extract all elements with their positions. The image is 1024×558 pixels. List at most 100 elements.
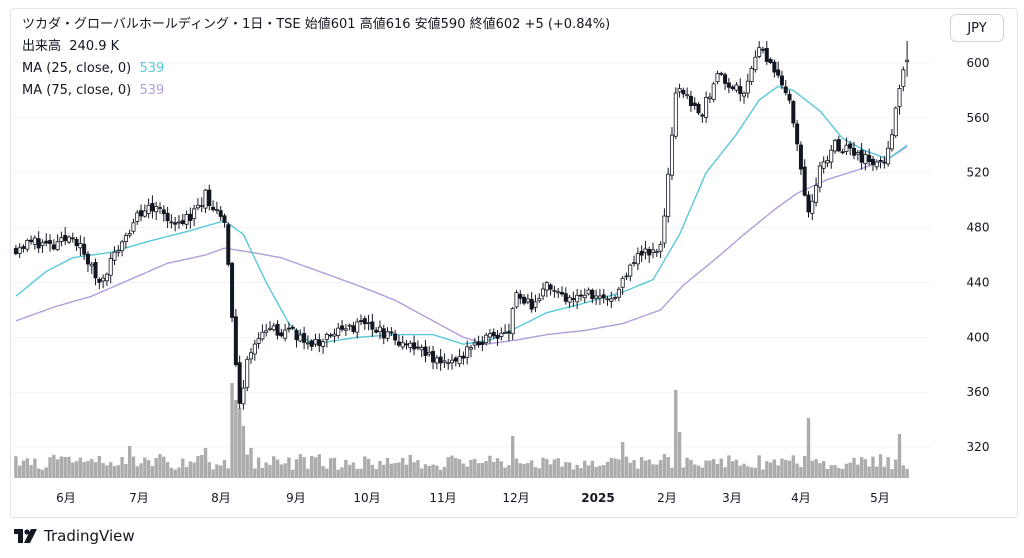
title-line: ツカダ・グローバルホールディング・1日・TSE 始値601 高値616 安値59… bbox=[22, 17, 611, 32]
x-tick-label: 3月 bbox=[722, 491, 742, 505]
candle-body bbox=[783, 86, 788, 94]
candle-body bbox=[135, 212, 140, 222]
volume-bar bbox=[14, 456, 18, 478]
volume-bar bbox=[537, 468, 541, 478]
volume-bar bbox=[291, 469, 295, 478]
volume-bar bbox=[207, 462, 212, 478]
volume-bar bbox=[393, 462, 397, 478]
volume-bar bbox=[886, 457, 890, 478]
volume-bar bbox=[514, 458, 519, 478]
candle-body bbox=[681, 89, 686, 95]
volume-bar bbox=[222, 460, 227, 478]
candle-body bbox=[279, 332, 284, 337]
volume-bar bbox=[264, 462, 268, 478]
candle-body bbox=[829, 149, 834, 163]
candle-body bbox=[222, 215, 227, 223]
candle-body bbox=[745, 80, 750, 94]
volume-bar bbox=[397, 462, 401, 478]
candle-body bbox=[302, 333, 307, 343]
candle-body bbox=[396, 341, 401, 346]
tradingview-brand[interactable]: TradingView bbox=[14, 527, 135, 545]
candle-body bbox=[628, 264, 633, 277]
volume-bar bbox=[723, 467, 727, 478]
candle-body bbox=[180, 220, 185, 225]
candle-body bbox=[332, 333, 337, 337]
volume-bar bbox=[438, 469, 443, 478]
volume-bar bbox=[567, 462, 572, 478]
candle-body bbox=[347, 324, 352, 327]
volume-bar bbox=[336, 469, 340, 478]
candle-body bbox=[116, 250, 121, 253]
volume-bar bbox=[518, 463, 522, 478]
candle-body bbox=[165, 212, 170, 222]
candle-body bbox=[901, 69, 906, 87]
candle-body bbox=[552, 289, 557, 292]
volume-bar bbox=[598, 465, 602, 478]
candle-body bbox=[40, 242, 45, 246]
volume-bar bbox=[21, 460, 26, 478]
candle-body bbox=[415, 346, 420, 349]
volume-bar bbox=[639, 457, 644, 478]
volume-bar bbox=[120, 456, 124, 478]
candle-body bbox=[677, 88, 682, 93]
volume-bar bbox=[237, 408, 242, 478]
volume-bar bbox=[294, 459, 299, 478]
candle-body bbox=[764, 47, 769, 62]
volume-bar bbox=[169, 467, 174, 478]
x-tick-label: 12月 bbox=[502, 491, 529, 505]
volume-bar bbox=[894, 459, 898, 478]
volume-bar bbox=[727, 455, 731, 478]
candle-body bbox=[161, 209, 166, 215]
candle-body bbox=[370, 321, 375, 330]
candle-body bbox=[120, 241, 125, 252]
candle-body bbox=[51, 244, 56, 250]
volume-bar bbox=[389, 463, 394, 478]
volume-bar bbox=[837, 467, 841, 478]
currency-button[interactable]: JPY bbox=[950, 14, 1004, 42]
candle-body bbox=[241, 387, 246, 405]
y-tick-label: 320 bbox=[967, 440, 990, 454]
volume-bar bbox=[306, 468, 310, 478]
candle-body bbox=[578, 294, 583, 297]
candle-body bbox=[518, 293, 523, 299]
candle-body bbox=[514, 292, 519, 308]
y-tick-label: 600 bbox=[967, 56, 990, 70]
volume-bar bbox=[162, 456, 166, 478]
volume-bar bbox=[200, 455, 204, 478]
candle-body bbox=[305, 342, 310, 345]
volume-bar bbox=[548, 464, 553, 478]
volume-bar bbox=[192, 462, 196, 478]
volume-bar bbox=[321, 466, 325, 478]
volume-bar bbox=[552, 459, 557, 478]
volume-bar bbox=[298, 454, 303, 478]
candle-body bbox=[309, 340, 314, 347]
volume-bar bbox=[666, 457, 670, 478]
y-tick-label: 520 bbox=[967, 166, 990, 180]
volume-bar bbox=[82, 461, 86, 478]
volume-bar bbox=[71, 462, 75, 478]
volume-bar bbox=[260, 467, 265, 478]
volume-bar bbox=[473, 459, 477, 478]
candle-body bbox=[419, 347, 424, 351]
candle-body bbox=[207, 189, 212, 207]
candle-body bbox=[359, 320, 364, 322]
volume-bar bbox=[609, 457, 613, 478]
candle-body bbox=[810, 200, 815, 214]
candle-body bbox=[825, 160, 830, 164]
candle-body bbox=[491, 331, 496, 337]
volume-bar bbox=[829, 465, 833, 478]
candle-body bbox=[707, 96, 712, 99]
volume-bar bbox=[863, 459, 868, 478]
candle-body bbox=[863, 154, 868, 164]
candle-body bbox=[533, 301, 538, 308]
volume-bar bbox=[279, 464, 284, 478]
candle-body bbox=[97, 278, 102, 283]
volume-bar bbox=[40, 469, 45, 478]
candle-body bbox=[324, 334, 329, 340]
candle-body bbox=[264, 330, 269, 333]
volume-line: 出来高 240.9 K bbox=[22, 36, 610, 58]
candle-body bbox=[673, 92, 678, 137]
volume-bar bbox=[146, 460, 151, 478]
volume-bar bbox=[215, 464, 219, 478]
